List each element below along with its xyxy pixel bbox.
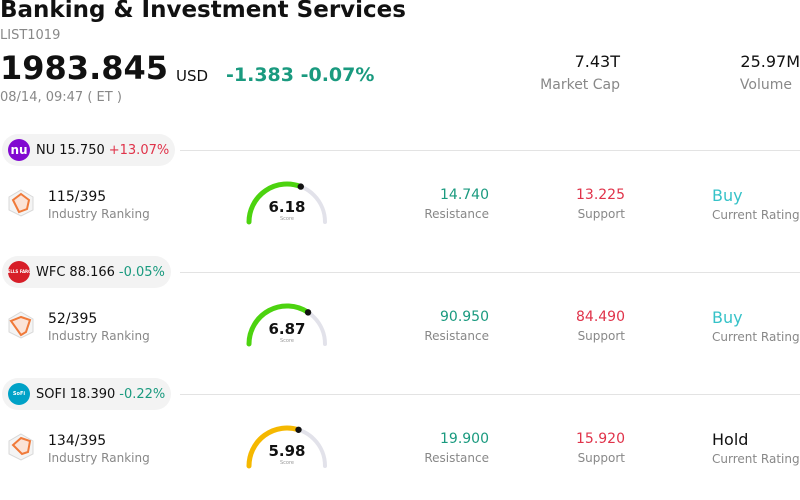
support-value: 13.225 xyxy=(576,187,625,203)
resistance-label: Resistance xyxy=(424,329,489,343)
support-value: 84.490 xyxy=(576,309,625,325)
sofi-logo-icon: SoFi xyxy=(8,383,30,405)
stock-change-pct: -0.22% xyxy=(119,386,166,402)
current-rating-label: Current Rating xyxy=(712,330,800,344)
industry-rank-value: 115/395 xyxy=(48,189,107,205)
ranking-radar-icon xyxy=(8,189,34,217)
stock-price: 88.166 xyxy=(69,264,115,280)
gauge-indicator xyxy=(297,183,304,190)
gauge-indicator xyxy=(295,426,302,433)
industry-rank-label: Industry Ranking xyxy=(48,329,150,343)
gauge-fill xyxy=(246,425,302,469)
ranking-radar-icon xyxy=(8,311,34,339)
section-divider xyxy=(180,394,800,395)
support-label: Support xyxy=(577,451,625,465)
index-change: -1.383 -0.07% xyxy=(226,64,375,86)
current-rating-value[interactable]: Buy xyxy=(712,308,743,327)
market-cap-label: Market Cap xyxy=(540,77,620,93)
gauge-fill xyxy=(246,303,311,347)
current-rating-value[interactable]: Buy xyxy=(712,186,743,205)
industry-rank-label: Industry Ranking xyxy=(48,207,150,221)
page-title: Banking & Investment Services xyxy=(0,0,406,23)
score-gauge xyxy=(246,425,327,469)
stock-row-wfc[interactable]: WELLS FARGO WFC 88.166 -0.05% 52/395 Ind… xyxy=(0,256,800,378)
resistance-value: 19.900 xyxy=(440,431,489,447)
stock-change-pct: +13.07% xyxy=(108,142,170,158)
score-label: Score xyxy=(279,216,294,222)
stock-tag-sofi[interactable]: SoFi SOFI 18.390 -0.22% xyxy=(2,378,172,410)
resistance-label: Resistance xyxy=(424,451,489,465)
stock-change-pct: -0.05% xyxy=(118,264,165,280)
wells-fargo-logo-icon: WELLS FARGO xyxy=(8,261,30,283)
market-cap-value: 7.43T xyxy=(574,52,620,71)
stock-ticker: NU xyxy=(36,142,56,158)
section-divider xyxy=(180,272,800,273)
industry-rank-value: 52/395 xyxy=(48,311,98,327)
list-code: LIST1019 xyxy=(0,28,61,43)
score-gauge xyxy=(246,303,327,347)
index-price: 1983.845 xyxy=(0,49,169,87)
gauge-fill xyxy=(246,181,304,225)
current-rating-value[interactable]: Hold xyxy=(712,430,749,449)
score-value: 6.18 xyxy=(268,198,306,216)
stock-tag-wfc[interactable]: WELLS FARGO WFC 88.166 -0.05% xyxy=(2,256,171,288)
volume-value: 25.97M xyxy=(740,52,800,71)
stock-row-nu[interactable]: nu NU 15.750 +13.07% 115/395 Industry Ra… xyxy=(0,134,800,256)
ranking-radar-icon xyxy=(8,433,34,461)
support-label: Support xyxy=(577,207,625,221)
volume-label: Volume xyxy=(739,77,792,93)
nu-logo-icon: nu xyxy=(8,139,30,161)
gauge-indicator xyxy=(304,309,312,316)
currency-label: USD xyxy=(176,67,209,85)
industry-rank-label: Industry Ranking xyxy=(48,451,150,465)
stock-row-sofi[interactable]: SoFi SOFI 18.390 -0.22% 134/395 Industry… xyxy=(0,378,800,500)
score-label: Score xyxy=(279,460,294,466)
timestamp: 08/14, 09:47 ( ET ) xyxy=(0,90,122,105)
score-label: Score xyxy=(279,338,294,344)
stock-price: 15.750 xyxy=(59,142,105,158)
stock-ticker: SOFI xyxy=(36,386,66,402)
current-rating-label: Current Rating xyxy=(712,208,800,222)
section-divider xyxy=(180,150,800,151)
support-value: 15.920 xyxy=(576,431,625,447)
score-value: 6.87 xyxy=(268,320,306,338)
stock-tag-nu[interactable]: nu NU 15.750 +13.07% xyxy=(2,134,176,166)
current-rating-label: Current Rating xyxy=(712,452,800,466)
industry-rank-value: 134/395 xyxy=(48,433,107,449)
score-gauge xyxy=(246,181,327,225)
stock-ticker: WFC xyxy=(36,264,66,280)
score-value: 5.98 xyxy=(268,442,306,460)
resistance-value: 90.950 xyxy=(440,309,489,325)
resistance-value: 14.740 xyxy=(440,187,489,203)
stock-price: 18.390 xyxy=(69,386,116,402)
resistance-label: Resistance xyxy=(424,207,489,221)
support-label: Support xyxy=(577,329,625,343)
